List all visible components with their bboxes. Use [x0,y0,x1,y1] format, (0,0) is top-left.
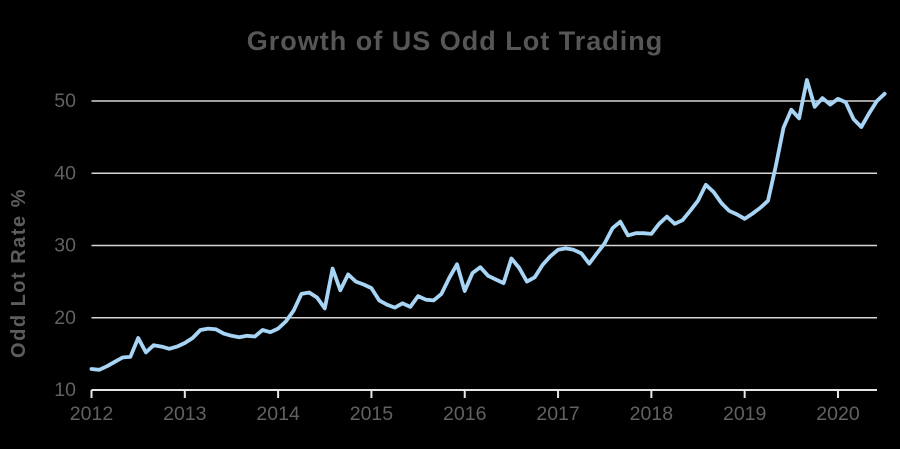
data-line [89,78,887,372]
y-tick-label: 50 [54,90,76,112]
x-tick-label: 2015 [350,403,394,425]
y-tick-label: 40 [54,162,76,184]
x-tick-label: 2020 [816,403,860,425]
x-tick-label: 2019 [723,403,766,425]
chart-title: Growth of US Odd Lot Trading [246,26,664,56]
x-tick-label: 2016 [443,403,486,425]
y-tick-label: 30 [54,235,76,257]
x-tick-label: 2012 [70,403,113,425]
y-tick-label: 10 [54,379,76,401]
x-tick-label: 2017 [536,403,579,425]
x-tick-label: 2018 [630,403,673,425]
x-tick-label: 2014 [256,403,300,425]
y-tick-label: 20 [54,307,76,329]
x-tick-label: 2013 [163,403,206,425]
